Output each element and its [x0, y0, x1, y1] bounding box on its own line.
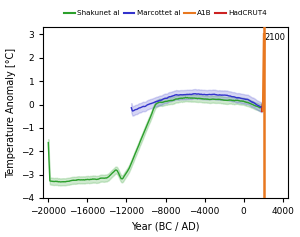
- X-axis label: Year (BC / AD): Year (BC / AD): [131, 221, 200, 232]
- Legend: Shakunet al, Marcottet al, A1B, HadCRUT4: Shakunet al, Marcottet al, A1B, HadCRUT4: [61, 7, 270, 19]
- Text: 2100: 2100: [265, 33, 286, 42]
- Y-axis label: Temperature Anomaly [°C]: Temperature Anomaly [°C]: [6, 48, 16, 178]
